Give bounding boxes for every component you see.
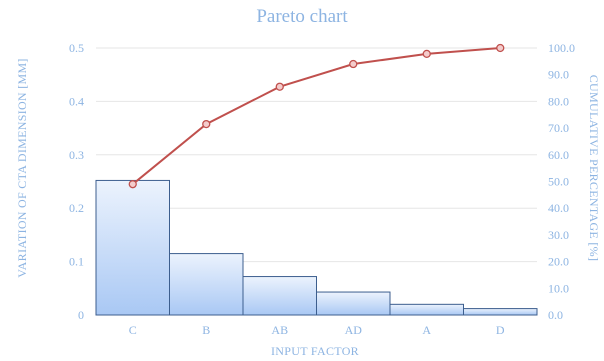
bar-c [95, 179, 170, 316]
y-tick-label: 0 [78, 308, 84, 322]
y-axis-ticks: 0 0.1 0.2 0.3 0.4 0.5 [69, 41, 84, 322]
x-tick-label: AB [271, 323, 288, 337]
chart-title: Pareto chart [256, 6, 348, 27]
cumulative-point-c [128, 180, 137, 189]
bar-ab [242, 276, 317, 316]
y-axis-title: VARIATION OF CTA DIMENSION [MM] [15, 58, 29, 277]
y2-tick-label: 50.0 [548, 175, 569, 189]
y2-axis-title: CUMULATIVE PERCENTAGE [%] [587, 75, 601, 262]
y2-tick-label: 30.0 [548, 228, 569, 242]
y2-tick-label: 80.0 [548, 94, 569, 108]
cumulative-point-a [422, 49, 431, 59]
y-tick-label: 0.5 [69, 41, 84, 55]
x-tick-label: D [496, 323, 505, 337]
bars [95, 179, 538, 316]
x-tick-label: B [202, 323, 210, 337]
y-tick-label: 0.4 [69, 94, 84, 108]
cumulative-point-d [496, 43, 505, 53]
y2-tick-label: 90.0 [548, 68, 569, 82]
y2-tick-label: 20.0 [548, 255, 569, 269]
cumulative-line [128, 43, 505, 189]
x-axis-title: INPUT FACTOR [271, 344, 359, 358]
cumulative-point-ab [275, 82, 284, 91]
x-tick-label: AD [345, 323, 363, 337]
y2-tick-label: 100.0 [548, 41, 575, 55]
x-axis-ticks: C B AB AD A D [129, 323, 505, 337]
y2-tick-label: 10.0 [548, 281, 569, 295]
y2-tick-label: 40.0 [548, 201, 569, 215]
cumulative-point-ad [349, 59, 358, 69]
y2-tick-label: 70.0 [548, 121, 569, 135]
y-tick-label: 0.3 [69, 148, 84, 162]
y-tick-label: 0.2 [69, 201, 84, 215]
bar-a [389, 303, 464, 316]
y2-axis-ticks: 0.0 10.0 20.0 30.0 40.0 50.0 60.0 70.0 80.0 90.0 1… [548, 41, 575, 322]
bar-ad [316, 291, 391, 316]
y2-tick-label: 60.0 [548, 148, 569, 162]
x-tick-label: C [129, 323, 137, 337]
x-tick-label: A [422, 323, 431, 337]
bar-b [169, 253, 244, 316]
cumulative-polyline [132, 47, 501, 185]
bar-d [463, 308, 538, 316]
y-tick-label: 0.1 [69, 255, 84, 269]
y2-tick-label: 0.0 [548, 308, 563, 322]
cumulative-point-b [202, 119, 211, 129]
